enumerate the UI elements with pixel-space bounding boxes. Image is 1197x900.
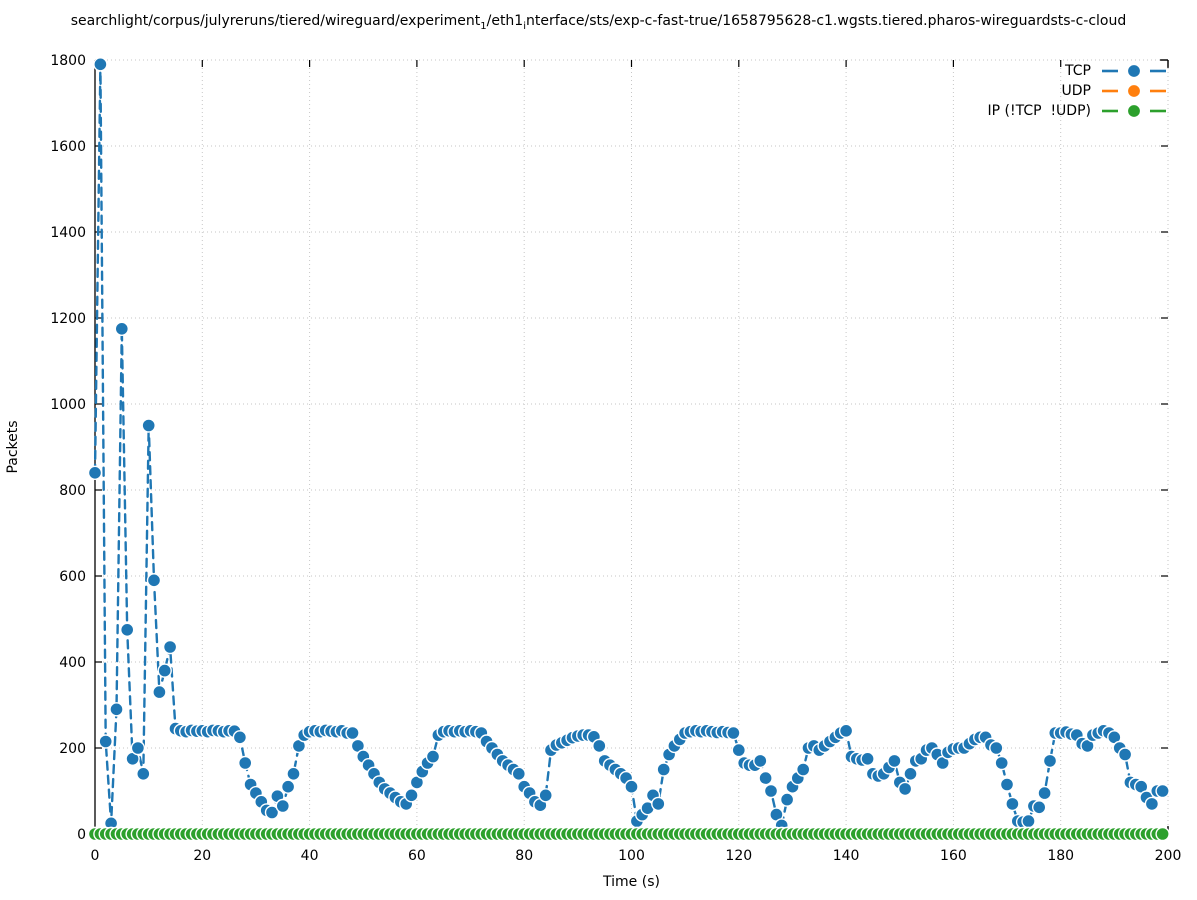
y-tick-label: 800: [59, 483, 86, 499]
x-tick-label: 180: [1047, 848, 1074, 864]
series-ip-tcp-udp-: [87, 826, 1170, 842]
x-tick-label: 20: [193, 848, 211, 864]
legend-item-udp: UDP: [1062, 81, 1167, 101]
legend-sample-tcp: [1102, 63, 1166, 79]
y-tick-label: 1800: [50, 53, 86, 69]
y-axis-title: Packets: [5, 420, 21, 473]
y-tick-label: 200: [59, 741, 86, 757]
gridlines: [95, 59, 1169, 834]
legend-item-ip: IP (!TCP !UDP): [988, 101, 1168, 121]
legend-label-ip: IP (!TCP !UDP): [987, 103, 1092, 119]
y-tick-label: 1000: [50, 397, 86, 413]
series-tcp: [87, 57, 1170, 833]
x-tick-label: 60: [408, 848, 426, 864]
y-tick-label: 400: [59, 655, 86, 671]
x-tick-label: 140: [833, 848, 860, 864]
legend-item-tcp: TCP: [1065, 61, 1167, 81]
y-tick-label: 1400: [50, 225, 86, 241]
x-tick-label: 80: [515, 848, 533, 864]
legend-label-tcp: TCP: [1065, 63, 1091, 79]
x-axis-title: Time (s): [602, 874, 660, 890]
x-tick-label: 160: [940, 848, 967, 864]
legend-label-udp: UDP: [1061, 83, 1091, 99]
legend: TCP UDP IP (!TCP !UDP): [988, 61, 1168, 121]
y-tick-label: 0: [77, 827, 86, 843]
chart-title: searchlight/corpus/julyreruns/tiered/wir…: [70, 13, 1127, 32]
y-tick-label: 1200: [50, 311, 86, 327]
legend-sample-ip: [1102, 103, 1166, 119]
legend-sample-udp: [1102, 83, 1166, 99]
x-tick-label: 200: [1155, 848, 1182, 864]
x-tick-label: 120: [725, 848, 752, 864]
x-tick-label: 40: [301, 848, 319, 864]
x-tick-label: 100: [618, 848, 645, 864]
y-tick-label: 600: [59, 569, 86, 585]
x-tick-label: 0: [91, 848, 100, 864]
y-tick-label: 1600: [50, 139, 86, 155]
tick-labels: 0 20 40 60 80 100 120 140 160 180 200 0 200 400 600 800…: [50, 53, 1181, 864]
